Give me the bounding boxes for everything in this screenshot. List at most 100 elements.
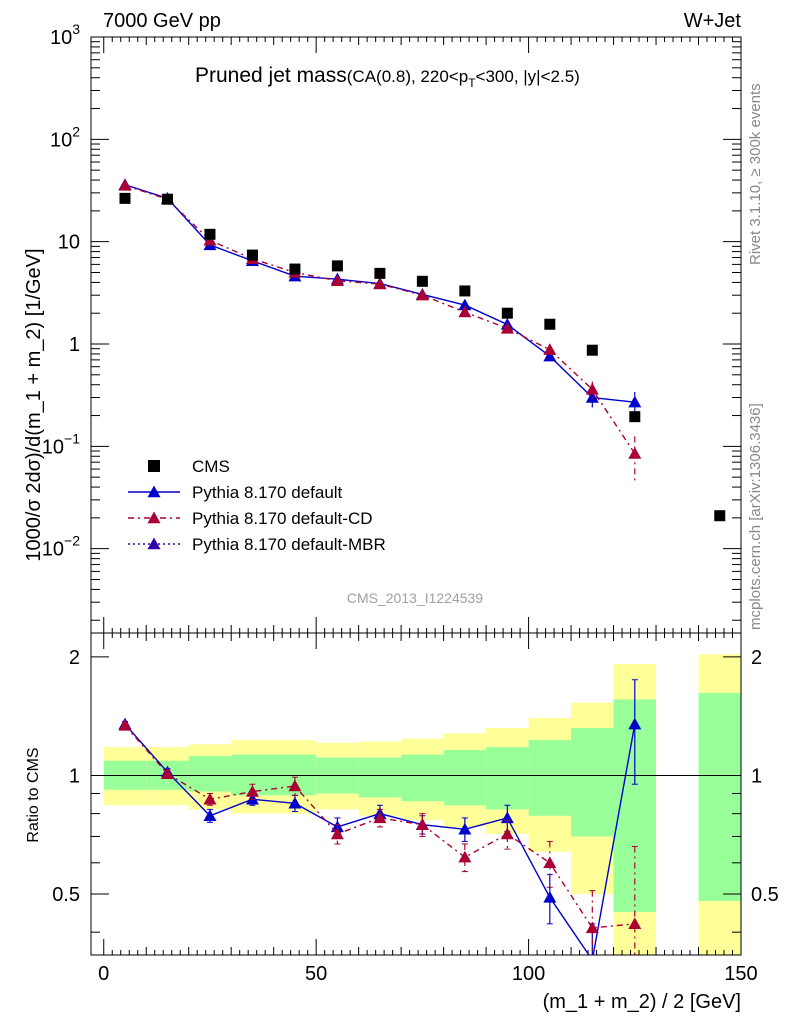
series-point-1	[373, 277, 387, 290]
y-tick-exp: 2	[72, 123, 80, 139]
ratio-point-0	[500, 811, 514, 824]
legend-marker-series	[147, 537, 161, 550]
band-green-10	[528, 740, 572, 816]
legend: CMS Pythia 8.170 default Pythia 8.170 defa…	[128, 457, 386, 554]
y-tick-base: 10	[58, 232, 80, 254]
band-green-8	[443, 750, 487, 806]
data-point	[119, 192, 131, 204]
y-tick-base: 10	[42, 539, 64, 561]
ratio-point-1	[288, 779, 302, 792]
series-point-1	[500, 321, 514, 334]
header-left: 7000 GeV pp	[103, 10, 221, 32]
y-tick-base: 10	[50, 27, 72, 49]
legend-label: Pythia 8.170 default-CD	[192, 509, 373, 528]
x-axis-label: (m_1 + m_2) / 2 [GeV]	[543, 991, 741, 1013]
band-green-6	[358, 757, 402, 798]
series-point-1	[330, 274, 344, 286]
legend-marker-series	[147, 511, 161, 524]
y-tick-label: 10−1	[42, 430, 80, 458]
y-tick-exp: 3	[72, 21, 80, 37]
series-point-1	[458, 305, 472, 318]
ratio-point-1	[628, 917, 642, 930]
y-tick-exp: −1	[64, 430, 80, 446]
y-tick-exp: −2	[64, 533, 80, 549]
ratio-point-1	[500, 827, 514, 840]
y-tick-label: 103	[50, 21, 80, 49]
legend-label: Pythia 8.170 default	[192, 483, 343, 502]
ratio-point-1	[415, 818, 429, 830]
x-tick-label: 150	[724, 963, 757, 985]
title-main: Pruned jet mass	[195, 64, 347, 87]
chart-title: Pruned jet mass(CA(0.8), 220<pT<300, |y|…	[195, 64, 580, 90]
rivet-label: Rivet 3.1.10, ≥ 300k events	[747, 83, 764, 265]
data-point	[586, 344, 598, 356]
series-point-1	[628, 447, 642, 459]
y-tick-label: 1	[69, 334, 80, 356]
analysis-id: CMS_2013_I1224539	[347, 590, 483, 606]
legend-label: CMS	[192, 457, 230, 476]
y-tick-label: 10	[58, 232, 80, 254]
data-point	[544, 318, 556, 330]
header-right: W+Jet	[684, 10, 742, 32]
y-tick-base: 10	[42, 436, 64, 458]
y-tick-label: 102	[50, 123, 80, 151]
data-point	[331, 260, 343, 272]
x-tick-label: 0	[98, 963, 109, 985]
ratio-point-0	[458, 822, 472, 835]
series-point-0	[458, 298, 472, 311]
title-sub-c: <300, |y|<2.5)	[476, 67, 580, 86]
series-point-1	[585, 382, 599, 395]
data-point	[714, 510, 726, 522]
band-green-7	[401, 754, 444, 802]
data-point	[246, 249, 258, 261]
title-sub-b: T	[468, 76, 476, 90]
ratio-y-label: Ratio to CMS	[25, 747, 42, 842]
legend-marker-data	[148, 460, 160, 472]
ratio-point-0	[543, 890, 557, 903]
data-point	[501, 307, 513, 319]
ratio-point-0	[288, 796, 302, 809]
ratio-tick-label-right: 0.5	[751, 884, 779, 906]
data-point	[204, 228, 216, 240]
series-line-0	[124, 184, 635, 403]
series-point-0	[543, 349, 557, 362]
series-point-0	[585, 391, 599, 403]
ratio-point-1	[458, 850, 472, 863]
title-sub-a: (CA(0.8), 220<p	[347, 67, 468, 86]
y-tick-base: 1	[69, 334, 80, 356]
ratio-point-1	[373, 811, 387, 824]
ratio-tick-label-left: 0.5	[52, 884, 80, 906]
series-point-0	[628, 395, 642, 408]
series-line-1	[124, 184, 636, 454]
main-series	[118, 178, 726, 522]
main-frame	[90, 36, 742, 634]
y-axis-label: 1000/σ 2dσ)/d(m_1 + m_2) [1/GeV]	[23, 248, 45, 561]
ratio-frame	[90, 632, 742, 956]
ratio-tick-label-left: 2	[69, 647, 80, 669]
series-point-1	[415, 288, 429, 301]
ratio-point-1	[118, 718, 132, 731]
ratio-point-1	[330, 827, 344, 840]
series	[118, 178, 726, 955]
ratio-point-0	[203, 809, 217, 821]
ratio-point-0	[628, 717, 642, 730]
ratio-tick-label-right: 1	[751, 765, 762, 787]
ratio-point-0	[245, 792, 259, 805]
mcplots-label: mcplots.cern.ch [arXiv:1306.3436]	[747, 403, 764, 630]
series-point-1	[543, 343, 557, 355]
data-point	[289, 263, 301, 275]
ratio-point-1	[160, 767, 174, 779]
ratio-point-1	[585, 921, 599, 934]
legend-label: Pythia 8.170 default-MBR	[192, 535, 386, 554]
data-point	[629, 411, 641, 423]
data-point	[161, 193, 173, 205]
legend-marker-series	[147, 485, 161, 498]
y-tick-base: 10	[50, 129, 72, 151]
ratio-tick-label-right: 2	[751, 647, 762, 669]
band-green-9	[486, 747, 529, 810]
y-tick-label: 10−2	[42, 533, 80, 561]
data-point	[459, 285, 471, 297]
x-tick-label: 50	[305, 963, 327, 985]
